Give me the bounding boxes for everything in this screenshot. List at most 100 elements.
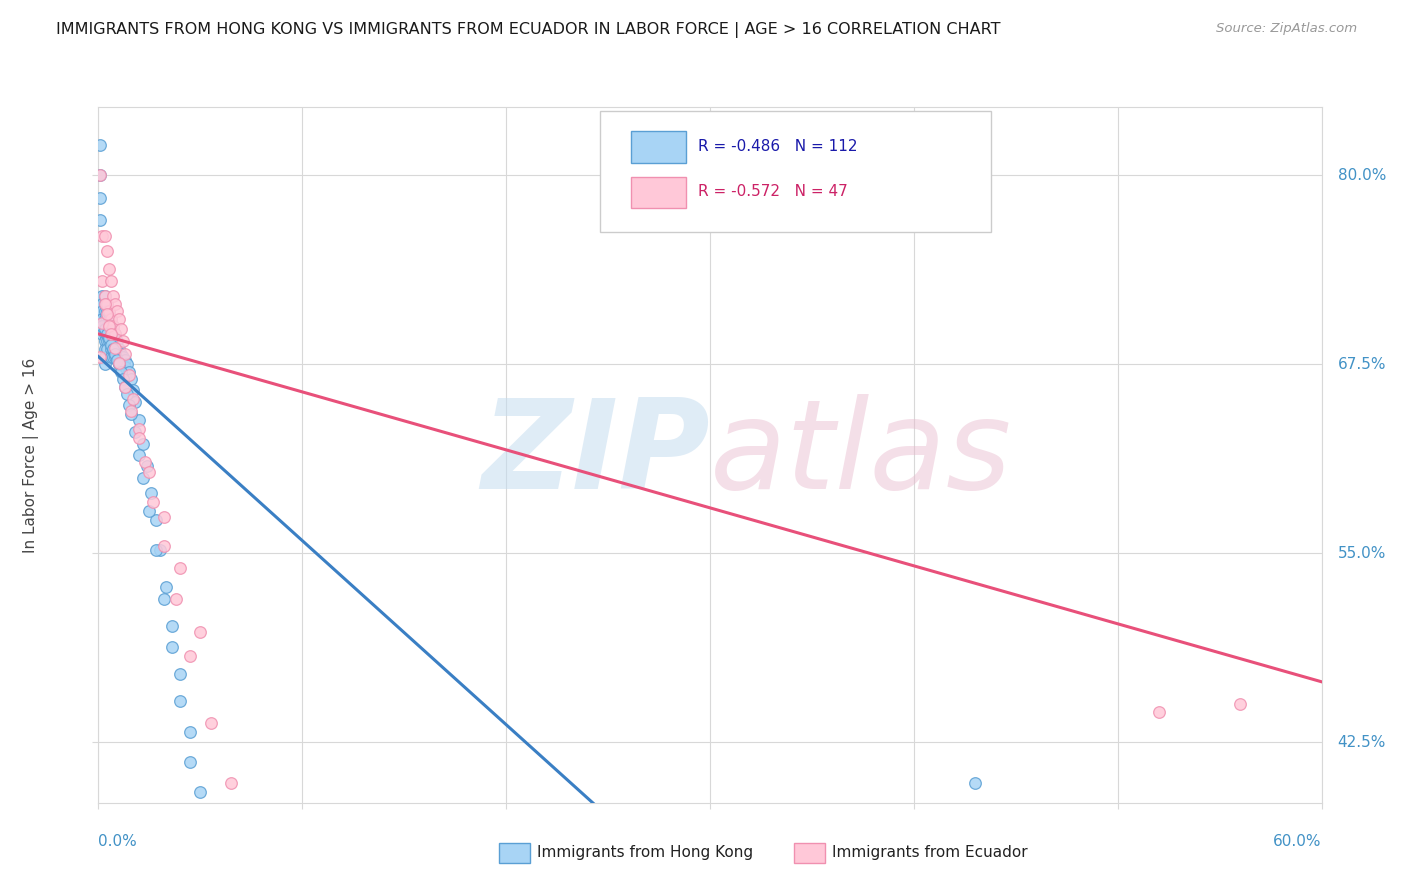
Point: [91, 228, 114, 243]
Point: [179, 724, 201, 739]
Point: [105, 352, 128, 367]
Point: [91, 319, 114, 334]
Point: [152, 510, 174, 524]
Point: [114, 380, 136, 394]
Point: [122, 392, 145, 406]
Point: [165, 591, 187, 606]
Text: 80.0%: 80.0%: [1337, 168, 1386, 183]
Point: [97, 319, 120, 334]
Point: [91, 326, 114, 341]
Point: [93, 342, 115, 356]
Point: [91, 319, 114, 334]
Point: [93, 289, 115, 303]
Point: [114, 352, 136, 367]
Point: [93, 350, 115, 364]
Point: [138, 465, 160, 479]
Point: [188, 815, 212, 830]
Point: [100, 311, 122, 326]
Text: In Labor Force | Age > 16: In Labor Force | Age > 16: [22, 358, 39, 552]
Point: [89, 213, 111, 227]
Point: [104, 296, 127, 310]
Point: [120, 407, 142, 421]
Point: [89, 350, 111, 364]
Point: [101, 334, 124, 349]
Point: [100, 326, 122, 341]
Point: [96, 304, 118, 318]
Point: [219, 776, 242, 790]
Point: [105, 304, 128, 318]
Text: 0.0%: 0.0%: [98, 834, 138, 849]
Point: [169, 667, 191, 681]
Point: [128, 413, 150, 427]
Point: [96, 334, 118, 349]
Point: [105, 350, 128, 364]
Point: [200, 833, 222, 847]
Point: [110, 346, 132, 360]
Point: [91, 296, 114, 310]
Point: [114, 346, 136, 360]
Point: [111, 334, 134, 349]
Point: [91, 316, 114, 330]
Point: [96, 342, 118, 356]
Point: [104, 342, 127, 356]
Point: [93, 322, 115, 336]
Point: [96, 296, 118, 310]
Point: [100, 311, 122, 326]
Point: [100, 319, 122, 334]
Point: [93, 334, 115, 349]
Point: [93, 319, 115, 334]
Point: [145, 513, 167, 527]
Point: [149, 543, 172, 558]
Point: [110, 365, 132, 379]
Point: [118, 368, 141, 382]
Point: [104, 334, 127, 349]
Point: [124, 425, 146, 440]
Point: [96, 296, 118, 310]
Point: [101, 289, 124, 303]
Text: Immigrants from Hong Kong: Immigrants from Hong Kong: [537, 846, 754, 860]
Point: [96, 319, 118, 334]
Point: [97, 304, 120, 318]
Point: [115, 387, 138, 401]
Point: [97, 331, 120, 345]
Point: [1229, 698, 1251, 712]
Point: [141, 485, 163, 500]
Point: [122, 383, 145, 397]
Point: [97, 319, 120, 334]
Point: [134, 455, 156, 469]
Point: [160, 640, 183, 654]
Text: IMMIGRANTS FROM HONG KONG VS IMMIGRANTS FROM ECUADOR IN LABOR FORCE | AGE > 16 C: IMMIGRANTS FROM HONG KONG VS IMMIGRANTS …: [56, 22, 1001, 38]
Point: [111, 350, 134, 364]
Point: [96, 311, 118, 326]
Text: 55.0%: 55.0%: [1337, 546, 1386, 561]
Point: [120, 404, 142, 418]
Point: [118, 398, 141, 412]
Point: [89, 137, 111, 152]
Point: [104, 341, 127, 355]
Point: [101, 350, 124, 364]
Point: [91, 311, 114, 326]
Point: [200, 715, 222, 730]
Point: [93, 311, 115, 326]
Point: [93, 289, 115, 303]
Point: [97, 304, 120, 318]
Text: 60.0%: 60.0%: [1274, 834, 1322, 849]
Point: [108, 357, 131, 371]
Point: [179, 755, 201, 769]
Point: [91, 304, 114, 318]
Point: [93, 296, 115, 310]
Point: [97, 261, 120, 276]
Point: [96, 307, 118, 321]
Point: [101, 342, 124, 356]
Point: [89, 168, 111, 182]
Point: [96, 326, 118, 341]
Point: [100, 350, 122, 364]
Point: [120, 372, 142, 386]
Point: [93, 228, 115, 243]
Point: [145, 543, 167, 558]
Text: R = -0.572   N = 47: R = -0.572 N = 47: [697, 185, 848, 200]
Point: [114, 360, 136, 375]
Point: [108, 356, 131, 370]
Point: [169, 694, 191, 708]
Point: [101, 319, 124, 334]
